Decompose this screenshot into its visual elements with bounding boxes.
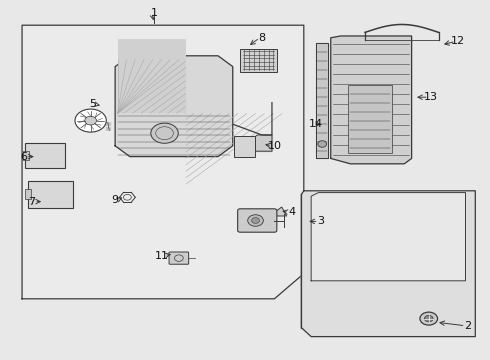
Polygon shape [311,193,465,281]
Circle shape [420,312,438,325]
Text: 12: 12 [451,36,465,46]
Circle shape [252,217,260,223]
Text: 11: 11 [155,251,169,261]
Polygon shape [301,191,475,337]
Bar [25,189,31,199]
FancyBboxPatch shape [28,181,73,208]
Circle shape [85,116,97,125]
Polygon shape [316,43,328,158]
Bar [23,151,29,161]
Polygon shape [22,25,304,299]
Text: 1: 1 [151,8,158,18]
Circle shape [75,109,106,132]
Text: 10: 10 [268,141,281,151]
Circle shape [318,141,326,147]
Polygon shape [115,56,233,157]
Bar [240,49,277,72]
Circle shape [424,315,433,322]
Circle shape [151,123,178,143]
Text: 9: 9 [112,195,119,205]
Text: 6: 6 [20,152,27,162]
Text: 5: 5 [90,99,97,109]
Bar [118,39,186,113]
FancyBboxPatch shape [234,136,255,157]
Polygon shape [331,36,412,164]
FancyBboxPatch shape [169,252,189,264]
Circle shape [247,215,264,226]
FancyBboxPatch shape [25,143,65,168]
Polygon shape [270,207,287,216]
Text: 7: 7 [28,197,35,207]
Polygon shape [238,135,272,151]
Text: 3: 3 [318,216,324,226]
Text: 8: 8 [259,33,266,43]
Text: 14: 14 [309,119,323,129]
Text: 2: 2 [465,321,471,331]
Text: 13: 13 [424,92,438,102]
Text: 4: 4 [288,207,295,217]
Bar [348,85,392,153]
FancyBboxPatch shape [238,209,277,232]
